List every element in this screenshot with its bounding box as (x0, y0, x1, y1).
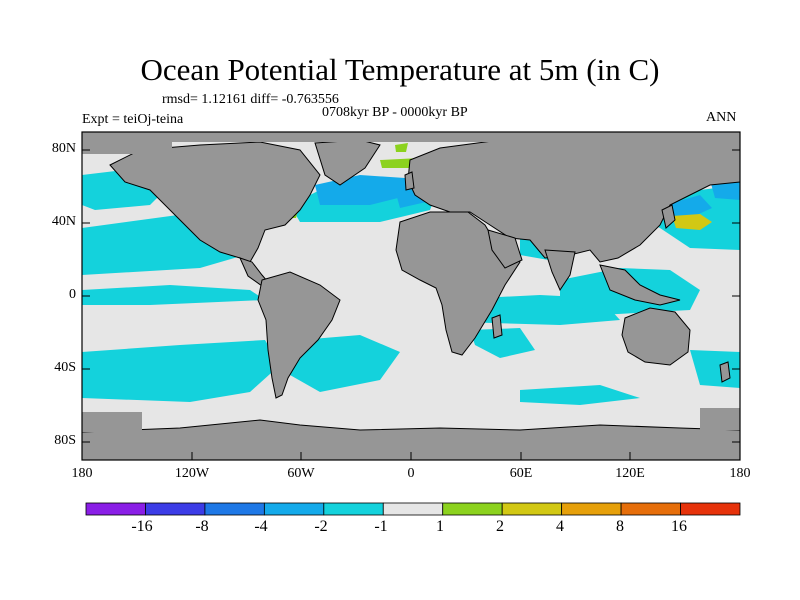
colorbar-swatch (323, 502, 384, 516)
colorbar-swatch (145, 502, 206, 516)
lat-ticks (82, 149, 740, 443)
colorbar (85, 502, 741, 516)
experiment-label: Expt = teiOj-teina (82, 112, 184, 127)
india (544, 249, 576, 292)
lon-label-180e: 180 (729, 466, 751, 481)
colorbar-swatch (561, 502, 622, 516)
colorbar-swatch (382, 502, 444, 516)
new-zealand (719, 361, 731, 383)
uk (404, 171, 415, 191)
arabia (487, 229, 523, 269)
lon-label-60w: 60W (287, 466, 315, 481)
colorbar-label: 16 (671, 518, 687, 535)
japan (661, 204, 676, 229)
stats-label: rmsd= 1.12161 diff= -0.763556 (162, 92, 339, 107)
lat-label-0: 0 (69, 287, 76, 302)
africa (395, 211, 521, 356)
colorbar-label: -4 (254, 518, 268, 535)
colorbar-swatch (620, 502, 681, 516)
colorbar-label: -16 (131, 518, 153, 535)
map-title: Ocean Potential Temperature at 5m (in C) (140, 52, 660, 87)
season-label: ANN (706, 110, 737, 125)
lat-label-40s: 40S (54, 360, 76, 375)
colorbar-swatch (204, 502, 265, 516)
colorbar-swatch (263, 502, 325, 516)
period-label: 0708kyr BP - 0000kyr BP (322, 105, 468, 120)
colorbar-label: -2 (314, 518, 328, 535)
lat-label-80n: 80N (51, 141, 76, 156)
colorbar-label: 4 (556, 518, 564, 535)
australia (621, 307, 691, 366)
south-america (257, 271, 341, 399)
lon-label-60e: 60E (509, 466, 533, 481)
lat-label-40n: 40N (51, 214, 76, 229)
colorbar-swatch (85, 502, 146, 516)
lon-label-120w: 120W (174, 466, 210, 481)
lat-label-80s: 80S (54, 433, 76, 448)
colorbar-swatch (680, 502, 741, 516)
lon-label-180w: 180 (71, 466, 93, 481)
lon-label-120e: 120E (615, 466, 645, 481)
colorbar-swatch (442, 502, 503, 516)
colorbar-label: 8 (616, 518, 624, 535)
colorbar-swatch (501, 502, 563, 516)
madagascar (491, 314, 503, 339)
colorbar-label: -8 (195, 518, 209, 535)
lon-label-0: 0 (407, 466, 415, 481)
southeast-asia-islands (599, 264, 681, 306)
lon-ticks (81, 452, 741, 460)
north-america (109, 141, 321, 263)
colorbar-label: 2 (496, 518, 504, 535)
colorbar-label: -1 (374, 518, 388, 535)
colorbar-label: 1 (436, 518, 444, 535)
